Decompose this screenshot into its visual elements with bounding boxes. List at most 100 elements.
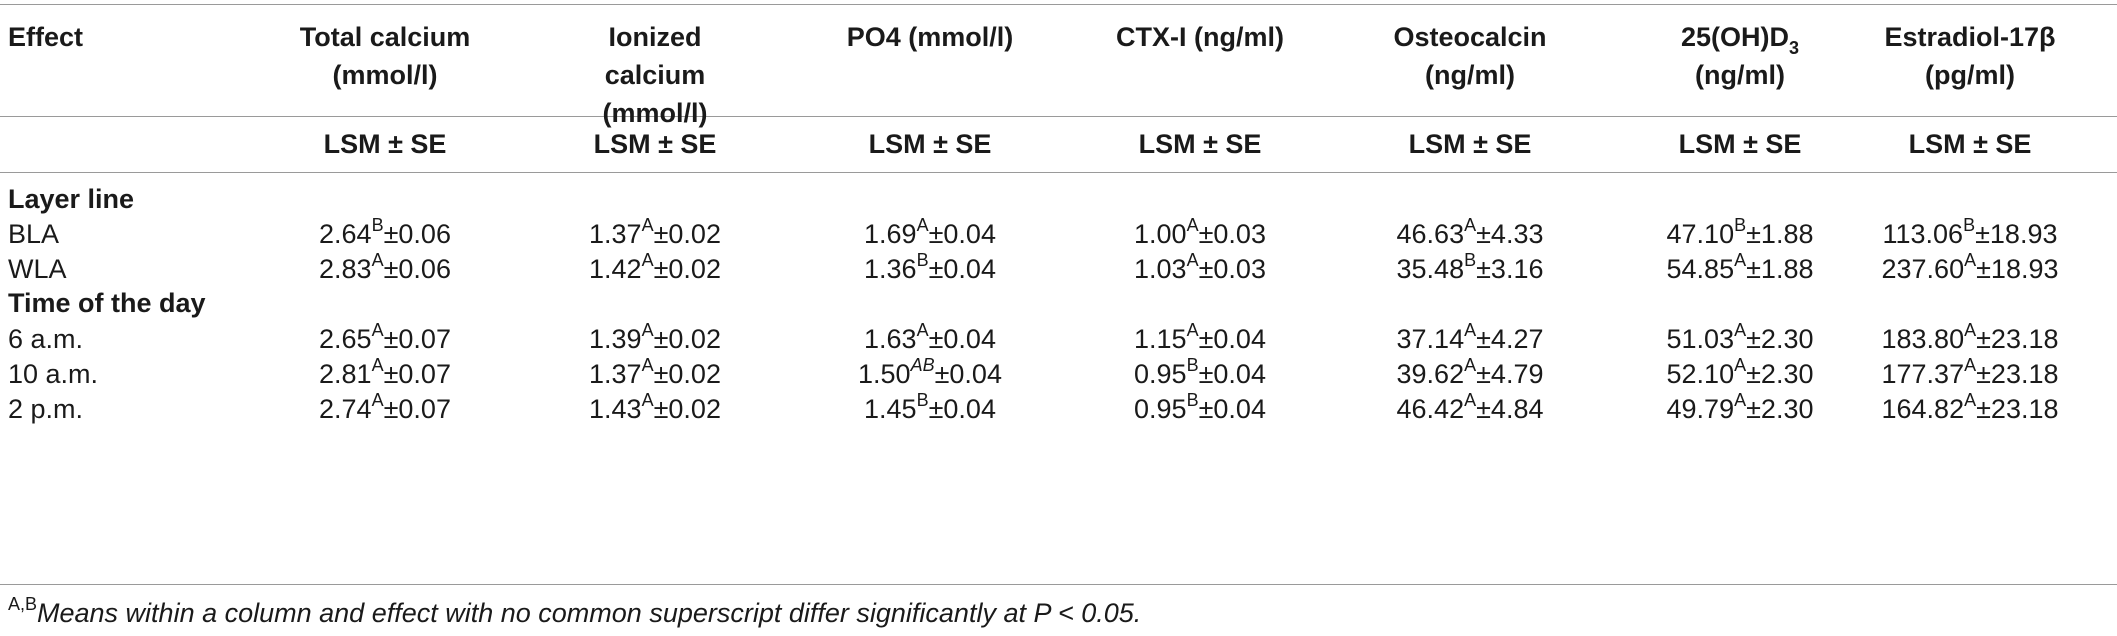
cell-error: ±0.03 bbox=[1198, 254, 1266, 284]
table-cell: 1.63A±0.04 bbox=[745, 320, 1115, 358]
table-cell: 1.43A±0.02 bbox=[470, 390, 840, 428]
cell-error: ±18.93 bbox=[1975, 219, 2058, 249]
cell-mean: 52.10 bbox=[1666, 359, 1735, 389]
table-cell: 0.95B±0.04 bbox=[1015, 390, 1385, 428]
cell-error: ±0.04 bbox=[1198, 359, 1266, 389]
group-title: Time of the day bbox=[8, 288, 206, 318]
stat-label: LSM ± SE bbox=[323, 129, 447, 159]
cell-mean: 1.15 bbox=[1134, 324, 1187, 354]
cell-error: ±0.07 bbox=[383, 359, 451, 389]
group-title: Layer line bbox=[8, 184, 135, 214]
cell-superscript: A bbox=[1734, 355, 1747, 375]
table-cell: 2.83A±0.06 bbox=[200, 250, 570, 288]
cell-error: ±0.06 bbox=[383, 254, 451, 284]
cell-mean: 2.74 bbox=[319, 394, 372, 424]
table-cell: 46.63A±4.33 bbox=[1285, 215, 1655, 253]
header-vitamin-d: 25(OH)D3 (ng/ml) bbox=[1555, 18, 1925, 94]
row-label: 10 a.m. bbox=[8, 359, 99, 389]
cell-superscript: A bbox=[916, 320, 929, 340]
header-ionized-calcium-line2: calcium bbox=[604, 60, 706, 90]
row-label: 6 a.m. bbox=[8, 324, 84, 354]
cell-mean: 177.37 bbox=[1881, 359, 1965, 389]
header-vitamin-d-subscript: 3 bbox=[1789, 38, 1800, 59]
table-cell: 2.65A±0.07 bbox=[200, 320, 570, 358]
cell-error: ±0.04 bbox=[928, 219, 996, 249]
footnote-text: Means within a column and effect with no… bbox=[37, 598, 1142, 628]
cell-superscript: B bbox=[1734, 215, 1747, 235]
stat-label: LSM ± SE bbox=[1408, 129, 1532, 159]
cell-error: ±18.93 bbox=[1976, 254, 2059, 284]
cell-error: ±4.79 bbox=[1476, 359, 1544, 389]
table-cell: 35.48B±3.16 bbox=[1285, 250, 1655, 288]
cell-mean: 49.79 bbox=[1666, 394, 1735, 424]
cell-superscript: A bbox=[1186, 250, 1199, 270]
cell-superscript: A bbox=[1464, 320, 1477, 340]
table-cell: 164.82A±23.18 bbox=[1785, 390, 2117, 428]
cell-error: ±0.03 bbox=[1198, 219, 1266, 249]
cell-mean: 183.80 bbox=[1881, 324, 1965, 354]
stat-row-rule bbox=[0, 172, 2117, 173]
table-cell: 2.81A±0.07 bbox=[200, 355, 570, 393]
table-cell: 49.79A±2.30 bbox=[1555, 390, 1925, 428]
cell-superscript: B bbox=[916, 250, 929, 270]
table-cell: 1.39A±0.02 bbox=[470, 320, 840, 358]
cell-superscript: A bbox=[1734, 390, 1747, 410]
cell-superscript: B bbox=[1186, 390, 1199, 410]
cell-error: ±1.88 bbox=[1746, 219, 1814, 249]
table-cell: 1.37A±0.02 bbox=[470, 355, 840, 393]
cell-superscript: A bbox=[1734, 320, 1747, 340]
cell-error: ±0.04 bbox=[934, 359, 1002, 389]
cell-superscript: A bbox=[1464, 215, 1477, 235]
cell-mean: 1.37 bbox=[589, 219, 642, 249]
table-cell: 1.50AB±0.04 bbox=[745, 355, 1115, 393]
cell-superscript: A bbox=[1186, 320, 1199, 340]
table-cell: 1.37A±0.02 bbox=[470, 215, 840, 253]
table-cell: 46.42A±4.84 bbox=[1285, 390, 1655, 428]
cell-superscript: A bbox=[1186, 215, 1199, 235]
cell-superscript: A bbox=[371, 320, 384, 340]
cell-superscript: A bbox=[1964, 250, 1977, 270]
header-po4: PO4 (mmol/l) bbox=[745, 18, 1115, 56]
cell-superscript: A bbox=[1734, 250, 1747, 270]
cell-mean: 46.63 bbox=[1396, 219, 1465, 249]
table-cell: 1.00A±0.03 bbox=[1015, 215, 1385, 253]
cell-superscript: A bbox=[371, 390, 384, 410]
cell-error: ±23.18 bbox=[1976, 359, 2059, 389]
table-cell: 0.95B±0.04 bbox=[1015, 355, 1385, 393]
cell-error: ±23.18 bbox=[1976, 324, 2059, 354]
header-vitamin-d-line1: 25(OH)D3 bbox=[1555, 18, 1925, 59]
cell-mean: 164.82 bbox=[1881, 394, 1965, 424]
cell-mean: 0.95 bbox=[1134, 359, 1187, 389]
cell-error: ±0.07 bbox=[383, 394, 451, 424]
header-ionized-calcium-line1: Ionized bbox=[608, 22, 702, 52]
cell-mean: 2.64 bbox=[319, 219, 372, 249]
table-cell: 1.45B±0.04 bbox=[745, 390, 1115, 428]
cell-superscript: A bbox=[371, 355, 384, 375]
table-cell: 47.10B±1.88 bbox=[1555, 215, 1925, 253]
cell-superscript: B bbox=[916, 390, 929, 410]
table-top-rule bbox=[0, 4, 2117, 5]
cell-superscript: A bbox=[1964, 355, 1977, 375]
table-cell: 39.62A±4.79 bbox=[1285, 355, 1655, 393]
cell-mean: 1.42 bbox=[589, 254, 642, 284]
cell-mean: 0.95 bbox=[1134, 394, 1187, 424]
cell-superscript: A bbox=[1964, 320, 1977, 340]
stat-label: LSM ± SE bbox=[593, 129, 717, 159]
cell-mean: 39.62 bbox=[1396, 359, 1465, 389]
cell-mean: 1.63 bbox=[864, 324, 917, 354]
header-rule bbox=[0, 116, 2117, 117]
table-cell: 52.10A±2.30 bbox=[1555, 355, 1925, 393]
cell-error: ±4.84 bbox=[1476, 394, 1544, 424]
header-vitamin-d-line2: (ng/ml) bbox=[1695, 60, 1785, 90]
cell-mean: 1.39 bbox=[589, 324, 642, 354]
header-ctx: CTX-I (ng/ml) bbox=[1015, 18, 1385, 56]
header-estradiol-line2: (pg/ml) bbox=[1925, 60, 2015, 90]
cell-mean: 1.43 bbox=[589, 394, 642, 424]
cell-mean: 46.42 bbox=[1396, 394, 1465, 424]
table-cell: 1.69A±0.04 bbox=[745, 215, 1115, 253]
cell-error: ±0.06 bbox=[383, 219, 451, 249]
table-cell: 2.74A±0.07 bbox=[200, 390, 570, 428]
cell-error: ±0.04 bbox=[1198, 394, 1266, 424]
cell-error: ±0.02 bbox=[653, 324, 721, 354]
cell-mean: 37.14 bbox=[1396, 324, 1465, 354]
